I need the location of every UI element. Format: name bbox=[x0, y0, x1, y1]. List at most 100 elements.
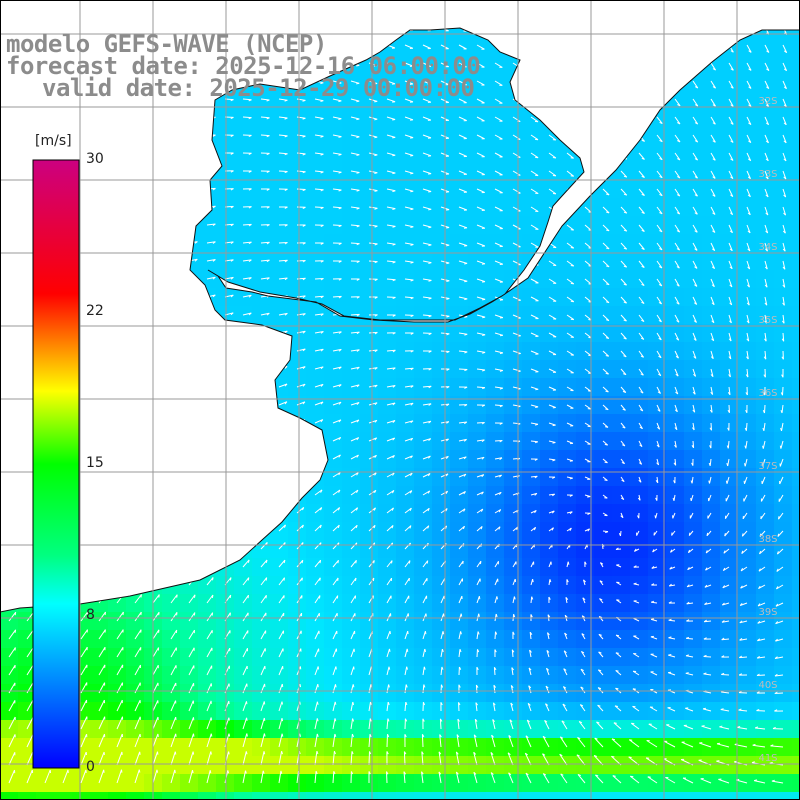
wind-arrow bbox=[404, 206, 414, 210]
field-cell bbox=[612, 792, 630, 800]
wind-arrow bbox=[422, 403, 432, 406]
wind-arrow bbox=[368, 152, 378, 156]
wind-arrow bbox=[602, 350, 610, 357]
wind-arrow-head bbox=[676, 266, 680, 269]
wind-arrow-head bbox=[605, 372, 609, 375]
wind-arrow-head bbox=[392, 225, 396, 228]
field-cell bbox=[504, 792, 522, 800]
wind-arrow bbox=[512, 260, 521, 266]
wind-arrow-head bbox=[763, 356, 767, 360]
wind-arrow bbox=[656, 368, 662, 376]
wind-arrow-head bbox=[534, 475, 538, 479]
wind-arrow-head bbox=[410, 226, 414, 228]
wind-arrow-head bbox=[446, 280, 450, 282]
wind-arrow-head bbox=[711, 248, 716, 252]
wind-arrow bbox=[620, 314, 627, 322]
wind-arrow-head bbox=[356, 64, 360, 67]
wind-arrow-head bbox=[570, 282, 574, 285]
wind-arrow bbox=[674, 332, 680, 341]
wind-arrow bbox=[494, 224, 503, 230]
wind-arrow bbox=[584, 260, 592, 267]
wind-arrow bbox=[728, 80, 734, 89]
wind-arrow-head bbox=[694, 158, 698, 161]
wind-arrow-head bbox=[778, 516, 780, 520]
wind-arrow-head bbox=[676, 230, 680, 233]
wind-arrow-head bbox=[356, 260, 360, 264]
wind-arrow-head bbox=[671, 532, 673, 536]
wind-arrow bbox=[350, 349, 360, 352]
wind-arrow-head bbox=[482, 298, 486, 301]
wind-arrow bbox=[350, 242, 360, 245]
field-cell bbox=[792, 54, 800, 72]
wind-arrow bbox=[386, 385, 396, 388]
wind-arrow-head bbox=[374, 296, 378, 299]
wind-arrow-head bbox=[730, 104, 734, 107]
wind-arrow-head bbox=[392, 243, 396, 246]
wind-arrow bbox=[422, 385, 432, 388]
wind-arrow-head bbox=[765, 158, 769, 162]
wind-arrow-head bbox=[709, 445, 712, 449]
wind-arrow bbox=[260, 98, 270, 101]
field-cell bbox=[774, 792, 792, 800]
wind-arrow-head bbox=[658, 266, 663, 269]
wind-arrow bbox=[368, 260, 378, 263]
wind-arrow-head bbox=[266, 241, 270, 245]
wind-arrow bbox=[746, 296, 750, 306]
wind-arrow bbox=[656, 404, 661, 412]
wind-arrow bbox=[458, 80, 467, 86]
wind-arrow-head bbox=[302, 153, 306, 156]
wind-arrow-head bbox=[729, 302, 733, 306]
wind-arrow-head bbox=[658, 373, 662, 377]
wind-arrow-head bbox=[676, 284, 680, 287]
wind-arrow bbox=[728, 332, 732, 342]
wind-arrow bbox=[332, 206, 342, 209]
wind-arrow-head bbox=[726, 462, 729, 467]
wind-arrow-head bbox=[374, 207, 378, 210]
wind-arrow-head bbox=[426, 560, 429, 564]
wind-arrow-head bbox=[248, 117, 252, 120]
wind-arrow bbox=[710, 98, 716, 107]
wind-arrow-head bbox=[410, 350, 414, 353]
wind-arrow-head bbox=[428, 350, 432, 353]
wind-arrow-head bbox=[552, 424, 556, 427]
wind-arrow bbox=[638, 368, 644, 376]
wind-arrow-head bbox=[659, 212, 663, 215]
wind-arrow-head bbox=[481, 439, 485, 443]
wind-arrow-head bbox=[320, 401, 324, 405]
wind-arrow-head bbox=[783, 194, 787, 198]
wind-arrow-head bbox=[706, 532, 709, 536]
wind-arrow bbox=[476, 439, 485, 442]
field-cell bbox=[792, 108, 800, 126]
wind-arrow bbox=[386, 420, 396, 424]
wind-arrow bbox=[620, 404, 626, 411]
wind-arrow-head bbox=[499, 334, 503, 337]
wind-arrow-head bbox=[605, 408, 609, 411]
wind-arrow-head bbox=[356, 243, 360, 246]
wind-arrow-head bbox=[747, 248, 751, 252]
wind-arrow bbox=[638, 224, 645, 232]
wind-arrow-head bbox=[694, 104, 699, 107]
wind-arrow-head bbox=[780, 410, 783, 414]
wind-arrow bbox=[422, 188, 432, 192]
field-cell bbox=[252, 792, 270, 800]
wind-arrow bbox=[566, 278, 575, 285]
wind-arrow bbox=[674, 98, 681, 107]
wind-arrow-head bbox=[730, 50, 734, 53]
wind-arrow bbox=[746, 44, 752, 53]
wind-arrow bbox=[404, 116, 414, 121]
wind-arrow bbox=[584, 350, 592, 357]
wind-arrow-head bbox=[641, 265, 645, 268]
wind-arrow-head bbox=[428, 332, 432, 336]
field-cell bbox=[720, 792, 738, 800]
wind-arrow-head bbox=[604, 479, 608, 481]
wind-arrow-head bbox=[428, 403, 432, 406]
wind-arrow-head bbox=[338, 278, 342, 281]
wind-arrow bbox=[728, 62, 734, 71]
wind-arrow-head bbox=[747, 230, 751, 234]
wind-arrow-head bbox=[623, 301, 627, 304]
wind-arrow bbox=[476, 152, 485, 158]
wind-arrow bbox=[638, 332, 645, 340]
wind-arrow-head bbox=[656, 444, 660, 448]
wind-arrow-head bbox=[762, 410, 765, 414]
wind-arrow-head bbox=[320, 348, 324, 352]
